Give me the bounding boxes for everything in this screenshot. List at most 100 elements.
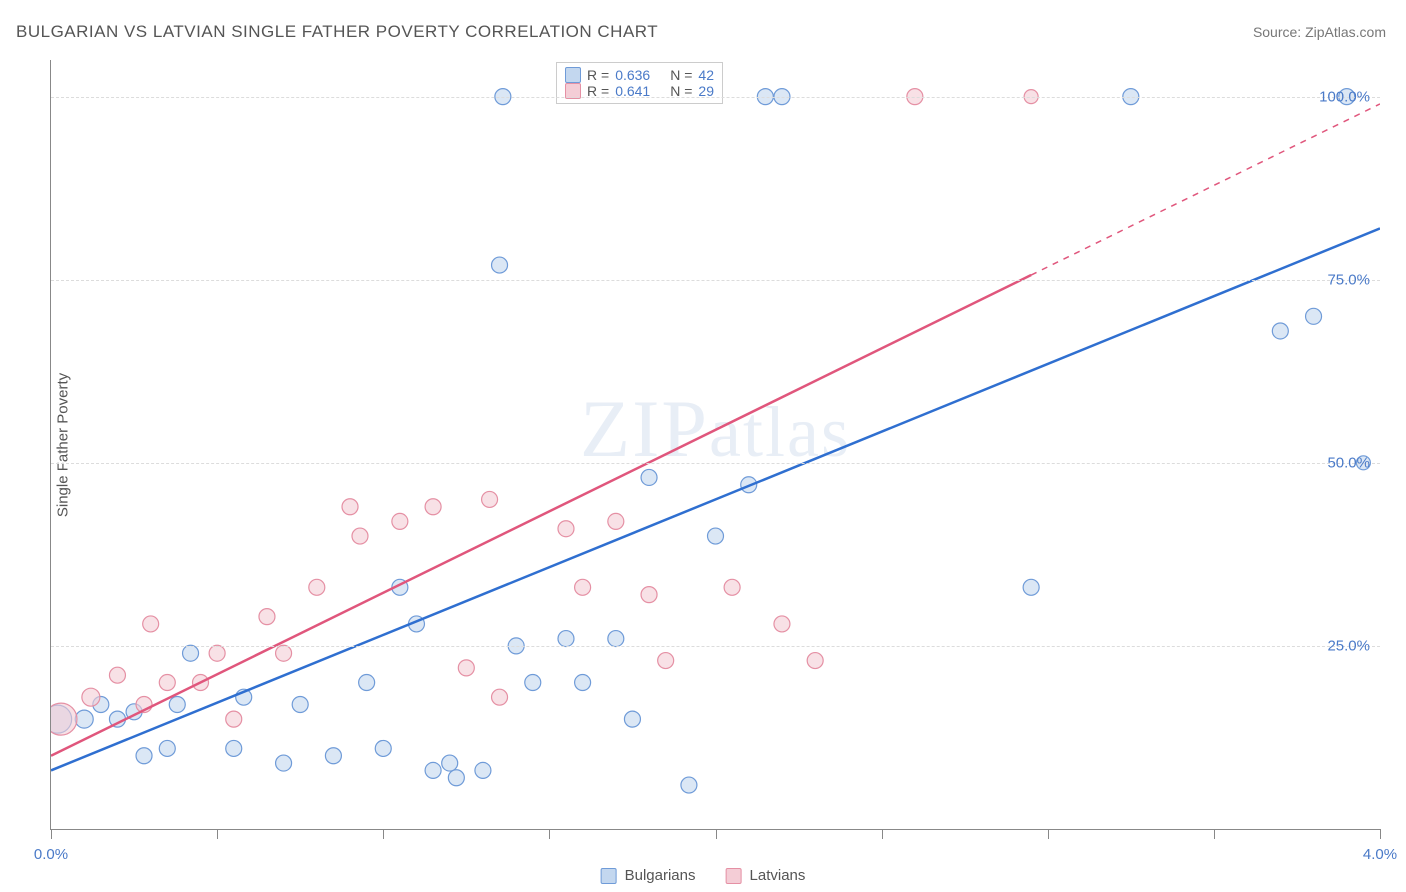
scatter-point-bulgarians xyxy=(492,257,508,273)
scatter-point-bulgarians xyxy=(525,675,541,691)
scatter-point-bulgarians xyxy=(708,528,724,544)
trendline-latvians xyxy=(51,275,1031,756)
r-value-bulgarians: 0.636 xyxy=(615,67,650,83)
scatter-point-bulgarians xyxy=(1023,579,1039,595)
swatch-bulgarians xyxy=(601,868,617,884)
scatter-point-latvians xyxy=(276,645,292,661)
scatter-point-bulgarians xyxy=(375,740,391,756)
scatter-point-bulgarians xyxy=(442,755,458,771)
scatter-point-latvians xyxy=(159,675,175,691)
scatter-point-latvians xyxy=(608,513,624,529)
x-tick xyxy=(1048,829,1049,839)
scatter-point-bulgarians xyxy=(183,645,199,661)
scatter-point-bulgarians xyxy=(475,762,491,778)
plot-area: Single Father Poverty ZIPatlas R = 0.636… xyxy=(50,60,1380,830)
scatter-point-latvians xyxy=(209,645,225,661)
scatter-point-latvians xyxy=(143,616,159,632)
scatter-point-latvians xyxy=(392,513,408,529)
legend-item-bulgarians: Bulgarians xyxy=(601,867,696,884)
scatter-point-latvians xyxy=(492,689,508,705)
gridline xyxy=(51,463,1380,464)
scatter-point-bulgarians xyxy=(681,777,697,793)
svg-layer xyxy=(51,60,1380,829)
legend-item-latvians: Latvians xyxy=(726,867,806,884)
scatter-point-latvians xyxy=(425,499,441,515)
y-tick-label: 75.0% xyxy=(1327,271,1370,288)
x-tick xyxy=(716,829,717,839)
scatter-point-bulgarians xyxy=(425,762,441,778)
scatter-point-latvians xyxy=(482,491,498,507)
scatter-point-bulgarians xyxy=(136,748,152,764)
y-axis-label: Single Father Poverty xyxy=(55,372,72,516)
scatter-point-latvians xyxy=(193,675,209,691)
gridline xyxy=(51,280,1380,281)
n-value-bulgarians: 42 xyxy=(698,67,714,83)
scatter-point-bulgarians xyxy=(51,705,72,733)
scatter-point-latvians xyxy=(352,528,368,544)
bottom-legend: Bulgarians Latvians xyxy=(601,867,806,884)
scatter-point-bulgarians xyxy=(169,696,185,712)
x-tick xyxy=(1380,829,1381,839)
scatter-point-latvians xyxy=(342,499,358,515)
scatter-point-latvians xyxy=(226,711,242,727)
scatter-point-bulgarians xyxy=(276,755,292,771)
scatter-point-bulgarians xyxy=(325,748,341,764)
scatter-point-latvians xyxy=(807,653,823,669)
swatch-bulgarians xyxy=(565,67,581,83)
scatter-point-bulgarians xyxy=(126,704,142,720)
chart-title: BULGARIAN VS LATVIAN SINGLE FATHER POVER… xyxy=(16,22,658,42)
scatter-point-latvians xyxy=(136,696,152,712)
y-tick-label: 50.0% xyxy=(1327,454,1370,471)
swatch-latvians xyxy=(726,868,742,884)
trendline-latvians-dashed xyxy=(1031,104,1380,275)
x-tick xyxy=(1214,829,1215,839)
scatter-point-bulgarians xyxy=(741,477,757,493)
scatter-point-bulgarians xyxy=(1272,323,1288,339)
scatter-point-bulgarians xyxy=(575,675,591,691)
scatter-point-bulgarians xyxy=(226,740,242,756)
scatter-point-bulgarians xyxy=(448,770,464,786)
scatter-point-bulgarians xyxy=(93,696,109,712)
scatter-point-bulgarians xyxy=(359,675,375,691)
scatter-point-latvians xyxy=(82,688,100,706)
scatter-point-bulgarians xyxy=(236,689,252,705)
gridline xyxy=(51,97,1380,98)
scatter-point-bulgarians xyxy=(1306,308,1322,324)
scatter-point-latvians xyxy=(575,579,591,595)
scatter-point-latvians xyxy=(309,579,325,595)
scatter-point-latvians xyxy=(724,579,740,595)
scatter-point-bulgarians xyxy=(392,579,408,595)
x-tick xyxy=(882,829,883,839)
scatter-point-bulgarians xyxy=(624,711,640,727)
x-tick xyxy=(51,829,52,839)
gridline xyxy=(51,646,1380,647)
scatter-point-latvians xyxy=(774,616,790,632)
x-tick xyxy=(383,829,384,839)
scatter-point-latvians xyxy=(641,587,657,603)
legend-label-latvians: Latvians xyxy=(750,867,806,884)
source-label: Source: ZipAtlas.com xyxy=(1253,24,1386,40)
x-tick xyxy=(549,829,550,839)
scatter-point-latvians xyxy=(51,703,77,735)
scatter-point-bulgarians xyxy=(109,711,125,727)
y-tick-label: 100.0% xyxy=(1319,88,1370,105)
scatter-point-bulgarians xyxy=(159,740,175,756)
scatter-point-bulgarians xyxy=(641,469,657,485)
legend-label-bulgarians: Bulgarians xyxy=(625,867,696,884)
legend-row-bulgarians: R = 0.636 N = 42 xyxy=(565,67,714,83)
scatter-point-latvians xyxy=(259,609,275,625)
x-tick-label: 4.0% xyxy=(1363,846,1397,863)
r-label: R = xyxy=(587,67,609,83)
scatter-point-bulgarians xyxy=(608,631,624,647)
scatter-point-bulgarians xyxy=(292,696,308,712)
n-label: N = xyxy=(670,67,692,83)
scatter-point-bulgarians xyxy=(558,631,574,647)
scatter-point-latvians xyxy=(109,667,125,683)
x-tick-label: 0.0% xyxy=(34,846,68,863)
scatter-point-bulgarians xyxy=(408,616,424,632)
y-tick-label: 25.0% xyxy=(1327,637,1370,654)
correlation-legend: R = 0.636 N = 42 R = 0.641 N = 29 xyxy=(556,62,723,104)
trendline-bulgarians xyxy=(51,228,1380,770)
scatter-point-latvians xyxy=(558,521,574,537)
scatter-point-latvians xyxy=(658,653,674,669)
